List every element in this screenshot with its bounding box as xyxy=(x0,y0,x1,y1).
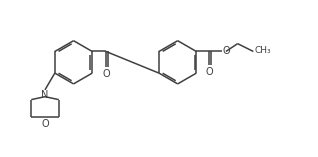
Text: O: O xyxy=(102,69,110,79)
Text: N: N xyxy=(41,90,49,100)
Text: CH₃: CH₃ xyxy=(254,46,271,55)
Text: O: O xyxy=(223,46,231,57)
Text: O: O xyxy=(205,67,213,77)
Text: O: O xyxy=(41,119,49,129)
